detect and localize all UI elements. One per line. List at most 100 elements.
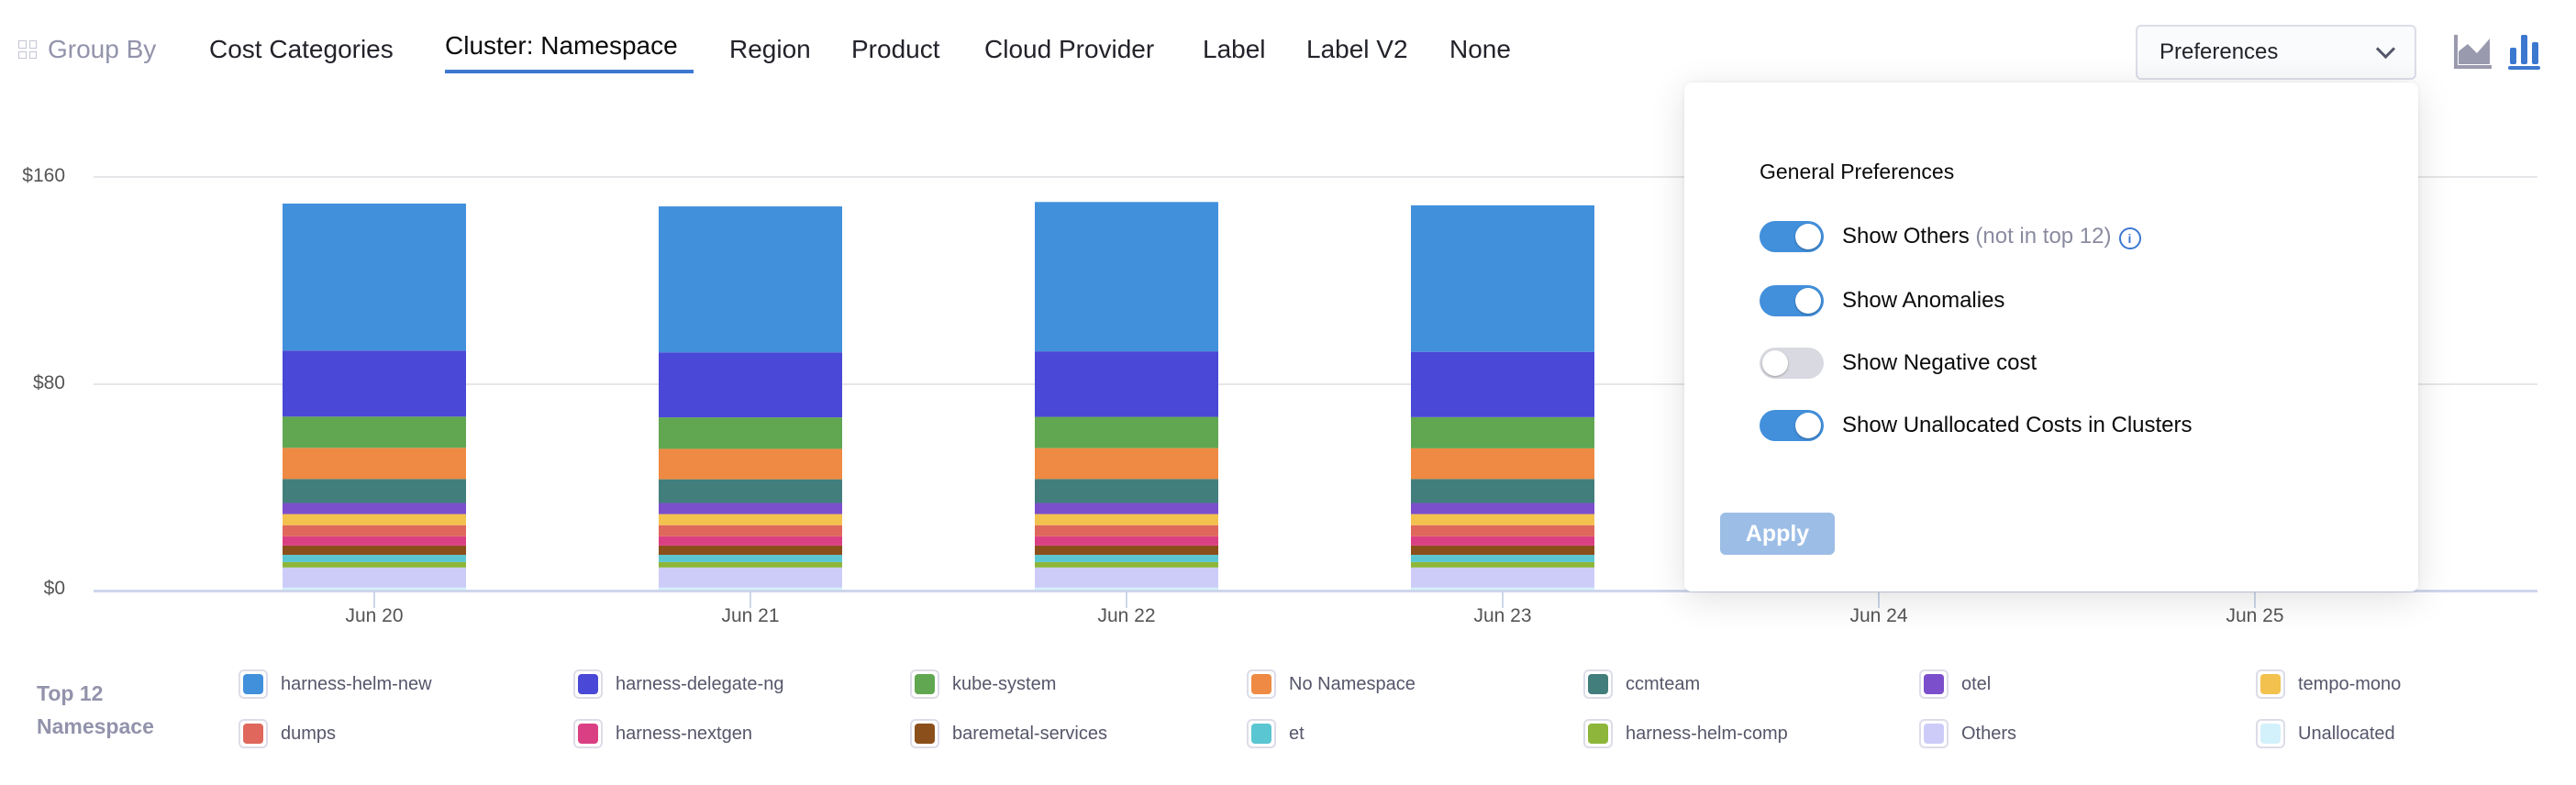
bar-segment-dumps[interactable] — [283, 525, 466, 536]
bar-segment-ccmteam[interactable] — [1035, 479, 1218, 503]
bar-segment-others[interactable] — [1035, 567, 1218, 588]
tab-cluster-namespace[interactable]: Cluster: Namespace — [445, 31, 678, 60]
tab-none[interactable]: None — [1449, 35, 1511, 63]
show-negative-cost-toggle[interactable] — [1760, 348, 1824, 379]
bar-segment-kube-system[interactable] — [1035, 416, 1218, 448]
bar-segment-tempo-mono[interactable] — [1035, 514, 1218, 525]
legend-item[interactable]: kube-system — [910, 669, 1056, 699]
bar-segment-harness-nextgen[interactable] — [659, 536, 842, 546]
bar-segment-dumps[interactable] — [1411, 525, 1594, 536]
bar-segment-harness-delegate-ng[interactable] — [283, 350, 466, 417]
bar-segment-no-namespace[interactable] — [283, 448, 466, 480]
bar-segment-no-namespace[interactable] — [659, 448, 842, 480]
legend-swatch — [910, 669, 939, 699]
show-others-toggle[interactable] — [1760, 221, 1824, 252]
bar-segment-harness-helm-new[interactable] — [1411, 205, 1594, 352]
tab-label-v2[interactable]: Label V2 — [1306, 35, 1408, 63]
area-chart-icon[interactable] — [2453, 33, 2493, 70]
bar-segment-baremetal-services[interactable] — [283, 545, 466, 556]
bar-segment-harness-helm-comp[interactable] — [1411, 561, 1594, 568]
bar-segment-harness-delegate-ng[interactable] — [659, 352, 842, 418]
legend-item[interactable]: No Namespace — [1247, 669, 1416, 699]
pref-show-anomalies: Show Anomalies — [1760, 285, 2004, 316]
legend-item[interactable]: baremetal-services — [910, 719, 1107, 748]
bar-segment-others[interactable] — [1411, 567, 1594, 588]
show-unallocated-toggle[interactable] — [1760, 410, 1824, 441]
legend-item[interactable]: Unallocated — [2256, 719, 2395, 748]
legend-item[interactable]: harness-nextgen — [573, 719, 752, 748]
bar-segment-no-namespace[interactable] — [1411, 448, 1594, 480]
bar-segment-ccmteam[interactable] — [659, 479, 842, 503]
bar-segment-otel[interactable] — [283, 503, 466, 514]
bar-segment-harness-nextgen[interactable] — [1035, 536, 1218, 546]
bar-segment-harness-helm-new[interactable] — [1035, 202, 1218, 352]
bar-segment-dumps[interactable] — [659, 525, 842, 536]
bar-segment-harness-helm-new[interactable] — [659, 206, 842, 353]
bar-segment-unallocated[interactable] — [283, 587, 466, 590]
legend-swatch — [1919, 669, 1949, 699]
bar-segment-kube-system[interactable] — [283, 416, 466, 448]
legend-label: baremetal-services — [952, 723, 1107, 744]
legend-item[interactable]: Others — [1919, 719, 2016, 748]
bar-chart-icon[interactable] — [2508, 33, 2541, 70]
bar-segment-et[interactable] — [283, 555, 466, 562]
bar-segment-others[interactable] — [283, 567, 466, 588]
bar-segment-ccmteam[interactable] — [1411, 479, 1594, 503]
show-anomalies-toggle[interactable] — [1760, 285, 1824, 316]
bar-segment-unallocated[interactable] — [1411, 587, 1594, 590]
bar-segment-ccmteam[interactable] — [283, 479, 466, 503]
x-tick-label: Jun 24 — [1849, 605, 1908, 626]
tab-cloud-provider[interactable]: Cloud Provider — [984, 35, 1155, 63]
bar-segment-harness-delegate-ng[interactable] — [1411, 351, 1594, 417]
bar-segment-harness-nextgen[interactable] — [1411, 536, 1594, 546]
bar-segment-kube-system[interactable] — [1411, 416, 1594, 448]
y-tick-label: $80 — [32, 372, 65, 393]
bar-segment-harness-helm-comp[interactable] — [1035, 561, 1218, 568]
tab-label[interactable]: Label — [1203, 35, 1266, 63]
pref-hint: (not in top 12) — [1975, 224, 2112, 249]
bar-segment-no-namespace[interactable] — [1035, 448, 1218, 480]
bar-segment-tempo-mono[interactable] — [1411, 514, 1594, 525]
bar-segment-otel[interactable] — [1035, 503, 1218, 514]
bar-segment-tempo-mono[interactable] — [283, 514, 466, 525]
legend-item[interactable]: harness-helm-new — [239, 669, 432, 699]
legend-label: dumps — [281, 723, 337, 744]
bar-segment-harness-nextgen[interactable] — [283, 536, 466, 546]
tab-product[interactable]: Product — [851, 35, 940, 63]
bar-segment-baremetal-services[interactable] — [659, 545, 842, 556]
bar-segment-dumps[interactable] — [1035, 525, 1218, 536]
legend-item[interactable]: otel — [1919, 669, 1991, 699]
bar-segment-et[interactable] — [659, 555, 842, 562]
bar-segment-unallocated[interactable] — [1035, 587, 1218, 590]
bar-segment-et[interactable] — [1411, 555, 1594, 562]
bar-segment-otel[interactable] — [1411, 503, 1594, 514]
bar-segment-others[interactable] — [659, 567, 842, 588]
bar-segment-harness-helm-comp[interactable] — [283, 561, 466, 568]
legend-item[interactable]: tempo-mono — [2256, 669, 2401, 699]
legend-item[interactable]: dumps — [239, 719, 336, 748]
legend-label: kube-system — [952, 673, 1057, 694]
legend-item[interactable]: ccmteam — [1583, 669, 1700, 699]
info-icon[interactable]: i — [2118, 227, 2141, 249]
preferences-dropdown[interactable]: Preferences — [2136, 25, 2416, 80]
bar-segment-harness-helm-new[interactable] — [283, 203, 466, 351]
legend-label: Unallocated — [2298, 723, 2395, 744]
pref-label: Show Negative cost — [1842, 350, 2037, 375]
legend-item[interactable]: et — [1247, 719, 1305, 748]
apply-button[interactable]: Apply — [1720, 513, 1835, 555]
bar-segment-baremetal-services[interactable] — [1411, 545, 1594, 556]
bar-segment-harness-helm-comp[interactable] — [659, 561, 842, 568]
bar-segment-tempo-mono[interactable] — [659, 514, 842, 525]
bar-segment-kube-system[interactable] — [659, 417, 842, 449]
bar-segment-baremetal-services[interactable] — [1035, 545, 1218, 556]
bar-segment-unallocated[interactable] — [659, 587, 842, 590]
tab-region[interactable]: Region — [729, 35, 811, 63]
tab-cost-categories[interactable]: Cost Categories — [209, 35, 394, 63]
bar-segment-harness-delegate-ng[interactable] — [1035, 351, 1218, 417]
legend-label: harness-delegate-ng — [616, 673, 784, 694]
legend-item[interactable]: harness-helm-comp — [1583, 719, 1788, 748]
bar-segment-otel[interactable] — [659, 503, 842, 514]
legend-item[interactable]: harness-delegate-ng — [573, 669, 783, 699]
bar-segment-et[interactable] — [1035, 555, 1218, 562]
legend-swatch — [1247, 669, 1276, 699]
